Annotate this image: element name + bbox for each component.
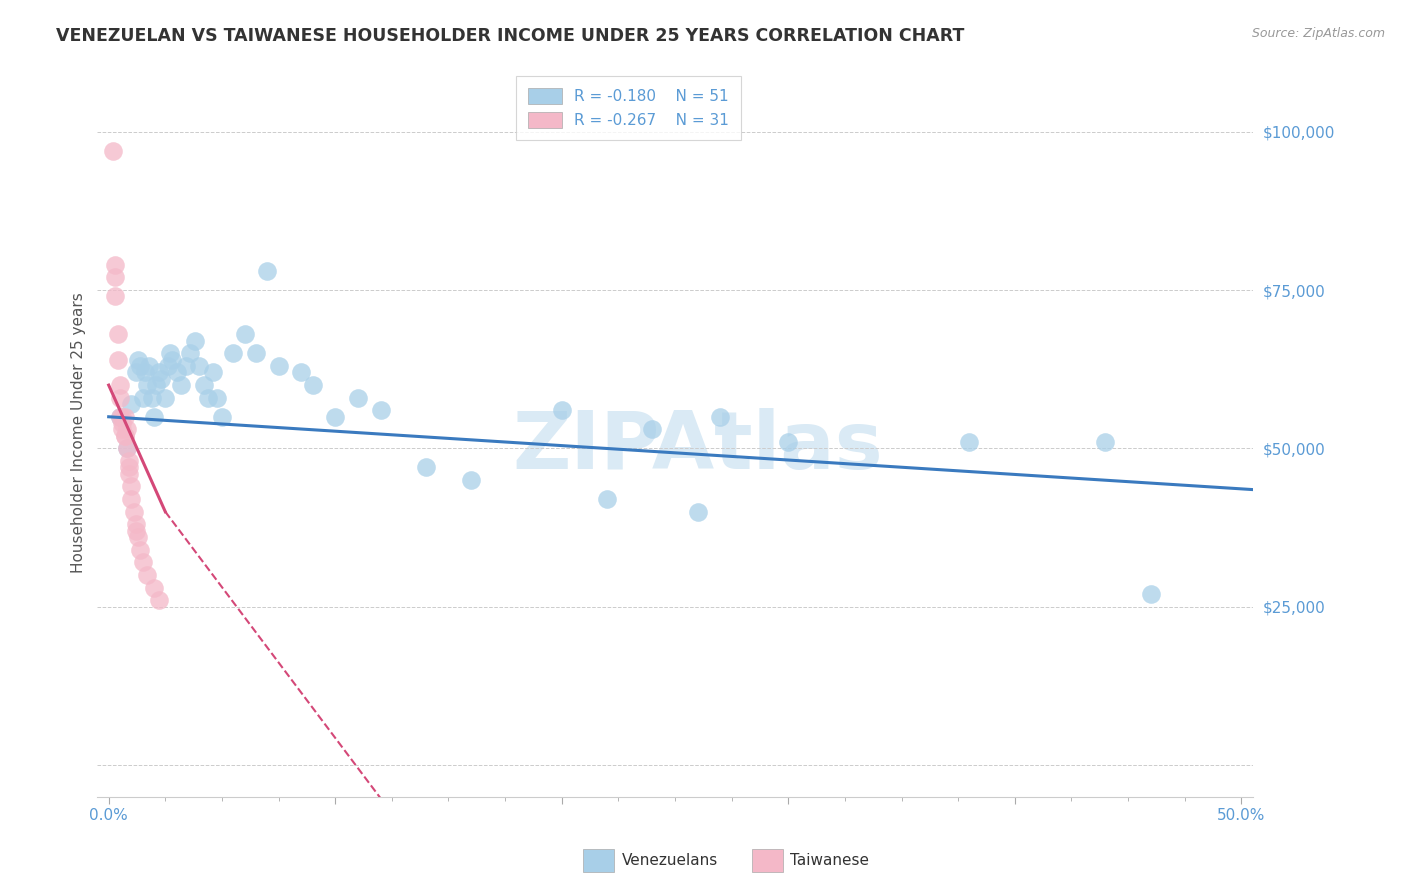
Point (156, 359, 179, 373)
Point (159, 346, 181, 360)
Point (107, 352, 129, 367)
Point (125, 366, 148, 380)
Point (149, 372, 172, 386)
Point (233, 327, 256, 342)
Point (245, 346, 267, 360)
Point (111, 409, 134, 424)
Point (155, 391, 177, 405)
Point (709, 409, 731, 424)
Point (184, 334, 207, 348)
Point (460, 473, 482, 487)
Point (118, 460, 141, 475)
Point (118, 454, 141, 468)
Point (111, 422, 134, 436)
Point (115, 442, 138, 456)
Point (138, 359, 160, 373)
Point (148, 593, 170, 607)
Point (256, 264, 278, 278)
Point (1139, 587, 1161, 601)
Point (959, 435, 981, 450)
Point (188, 359, 211, 373)
Point (267, 359, 290, 373)
Point (120, 479, 142, 493)
Point (143, 581, 166, 595)
Point (141, 391, 163, 405)
Point (136, 378, 159, 392)
Point (166, 366, 188, 380)
Y-axis label: Householder Income Under 25 years: Householder Income Under 25 years (72, 293, 86, 573)
Point (148, 366, 170, 380)
Text: Venezuelans: Venezuelans (621, 854, 717, 868)
Point (120, 397, 142, 411)
Point (118, 467, 141, 481)
Text: VENEZUELAN VS TAIWANESE HOUSEHOLDER INCOME UNDER 25 YEARS CORRELATION CHART: VENEZUELAN VS TAIWANESE HOUSEHOLDER INCO… (56, 27, 965, 45)
Point (104, 289, 127, 303)
Point (179, 346, 201, 360)
Point (129, 542, 152, 557)
Point (131, 555, 153, 569)
Point (104, 270, 127, 285)
Point (104, 258, 127, 272)
Point (143, 409, 166, 424)
Point (122, 505, 145, 519)
Point (193, 378, 215, 392)
Point (211, 409, 233, 424)
Point (222, 346, 245, 360)
Point (120, 492, 142, 507)
Point (323, 409, 346, 424)
Point (107, 327, 129, 342)
Point (370, 403, 392, 417)
Point (108, 391, 131, 405)
Point (197, 391, 219, 405)
Point (145, 378, 167, 392)
Point (125, 524, 148, 538)
Point (201, 366, 224, 380)
Point (596, 492, 619, 507)
Point (111, 416, 134, 430)
Point (114, 429, 136, 443)
Point (108, 409, 131, 424)
Point (127, 530, 149, 544)
Text: Taiwanese: Taiwanese (790, 854, 869, 868)
Point (134, 366, 156, 380)
Legend: R = -0.180    N = 51, R = -0.267    N = 31: R = -0.180 N = 51, R = -0.267 N = 31 (516, 76, 741, 140)
Point (415, 460, 437, 475)
Point (686, 505, 709, 519)
Point (127, 352, 149, 367)
Point (115, 442, 138, 456)
Point (551, 403, 574, 417)
Point (108, 378, 131, 392)
Point (114, 429, 136, 443)
Point (160, 352, 183, 367)
Text: ZIPAtlas: ZIPAtlas (513, 409, 883, 486)
Point (103, 144, 125, 158)
Point (114, 409, 136, 424)
Point (1094, 435, 1116, 450)
Point (174, 359, 197, 373)
Point (136, 568, 159, 582)
Point (108, 409, 131, 424)
Point (129, 359, 152, 373)
Point (641, 422, 664, 436)
Point (125, 517, 148, 532)
Text: Source: ZipAtlas.com: Source: ZipAtlas.com (1251, 27, 1385, 40)
Point (207, 391, 229, 405)
Point (131, 391, 153, 405)
Point (347, 391, 370, 405)
Point (115, 422, 138, 436)
Point (290, 366, 312, 380)
Point (778, 435, 800, 450)
Point (170, 378, 193, 392)
Point (301, 378, 323, 392)
